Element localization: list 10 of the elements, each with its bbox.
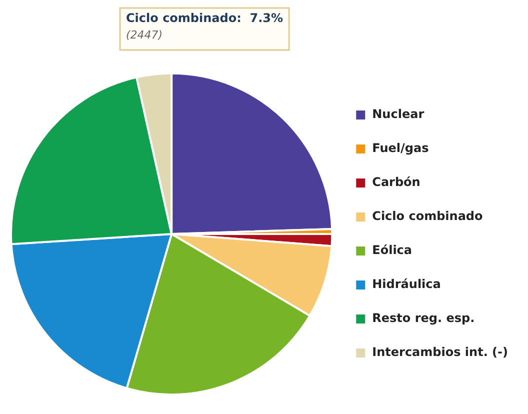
legend-label: Fuel/gas bbox=[372, 141, 429, 156]
legend-label: Carbón bbox=[372, 175, 420, 190]
legend-label: Eólica bbox=[372, 243, 412, 258]
legend-label: Nuclear bbox=[372, 107, 424, 122]
text: (2447) bbox=[126, 28, 163, 42]
legend-label: Hidráulica bbox=[372, 277, 441, 292]
legend-label: Resto reg. esp. bbox=[372, 311, 475, 326]
legend-label: Ciclo combinado bbox=[372, 209, 483, 224]
text: Ciclo combinado: 7.3% bbox=[126, 11, 284, 26]
legend-label: Intercambios int. (-) bbox=[372, 345, 508, 360]
